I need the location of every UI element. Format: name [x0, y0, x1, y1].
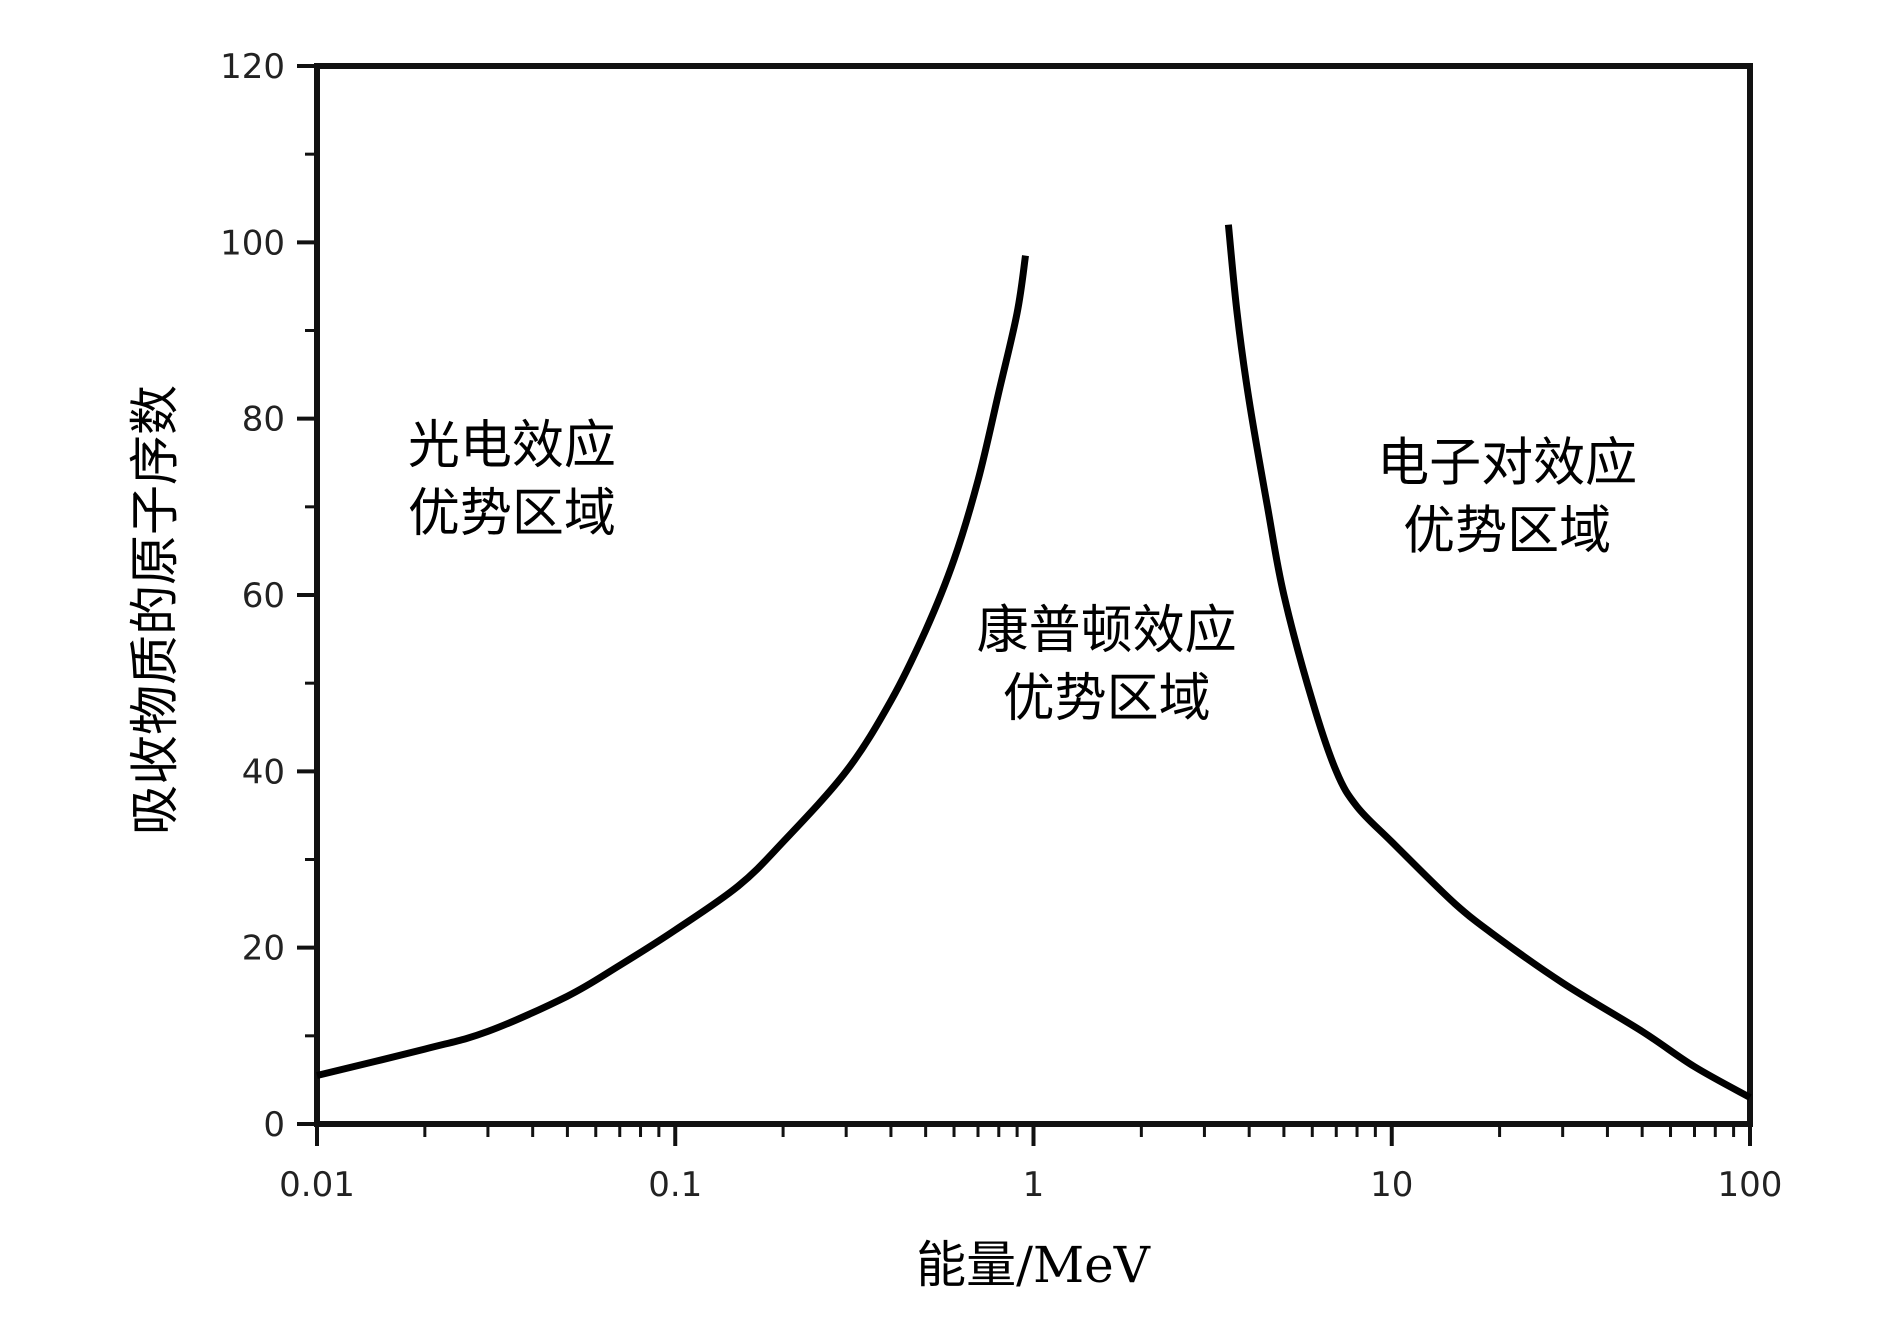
x-tick-label: 10 [1370, 1165, 1413, 1205]
y-axis-label: 吸收物质的原子序数 [126, 385, 184, 835]
series-line [316, 255, 1029, 1079]
y-tick-label: 60 [242, 576, 285, 616]
x-tick-label: 0.01 [279, 1165, 355, 1205]
series [316, 224, 1752, 1101]
region-label: 优势区域 [1403, 501, 1611, 561]
y-tick-label: 40 [242, 752, 285, 792]
x-tick-label: 100 [1718, 1165, 1783, 1205]
y-tick-label: 100 [220, 223, 285, 263]
y-tick-label: 20 [242, 929, 285, 969]
region-label: 电子对效应 [1377, 433, 1637, 493]
region-label: 康普顿效应 [977, 601, 1237, 661]
ticks [297, 64, 1752, 1146]
y-tick-label: 0 [263, 1105, 285, 1145]
x-tick-label: 0.1 [648, 1165, 702, 1205]
region-label: 光电效应 [408, 416, 616, 476]
y-tick-label: 80 [242, 400, 285, 440]
y-tick-label: 120 [220, 47, 285, 87]
region-label: 优势区域 [408, 484, 616, 544]
tick-labels: 0.01 0.1 1 10 100 0 20 40 60 80 100 120 [220, 47, 1782, 1205]
x-axis-label: 能量/MeV [916, 1236, 1151, 1294]
series-line [1224, 224, 1752, 1101]
x-tick-label: 1 [1023, 1165, 1045, 1205]
region-label: 优势区域 [1003, 669, 1211, 729]
